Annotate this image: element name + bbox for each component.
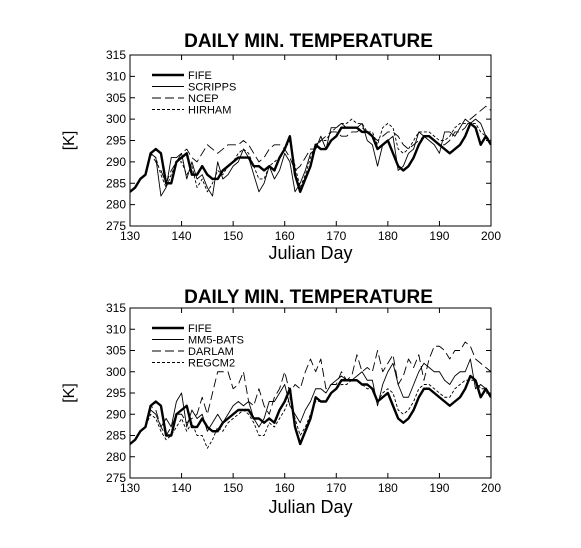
x-tick-label: 150 [223, 229, 243, 243]
y-tick-label: 315 [106, 301, 126, 315]
chart-2: DAILY MIN. TEMPERATURE 130 140 150 160 170 180… [61, 287, 501, 517]
series-line-scripps [130, 118, 491, 197]
y-tick-label: 280 [106, 198, 126, 212]
y-axis-label: [K] [61, 383, 78, 403]
x-tick-label: 130 [120, 481, 140, 495]
y-tick-label: 275 [106, 219, 126, 233]
series-line-mm5-bats [130, 358, 491, 445]
y-tick-label: 315 [106, 48, 126, 62]
y-tick-label: 305 [106, 344, 126, 358]
chart-title: DAILY MIN. TEMPERATURE [184, 287, 433, 308]
legend-label: NCEP [188, 93, 219, 105]
series-line-regcm2 [130, 379, 491, 449]
chart-1: DAILY MIN. TEMPERATURE 130 140 150 160 170 180… [61, 31, 501, 263]
x-tick-label: 200 [481, 481, 501, 495]
chart-title: DAILY MIN. TEMPERATURE [184, 31, 433, 52]
plot-frame [129, 307, 492, 479]
legend-label: FIFE [188, 70, 212, 82]
y-tick-label: 285 [106, 429, 126, 443]
legend-label: MM5-BATS [188, 335, 244, 347]
x-tick-label: 190 [429, 481, 449, 495]
series-line-hirham [130, 118, 491, 193]
x-tick-label: 170 [326, 229, 346, 243]
series-line-ncep [130, 105, 491, 193]
y-tick-label: 295 [106, 134, 126, 148]
legend-label: SCRIPPS [188, 82, 236, 94]
y-tick-label: 290 [106, 407, 126, 421]
plot-frame [129, 54, 492, 227]
legend-label: DARLAM [188, 346, 234, 358]
y-tick-label: 310 [106, 69, 126, 83]
y-tick-label: 300 [106, 365, 126, 379]
y-tick-label: 295 [106, 386, 126, 400]
series-line-darlam [130, 341, 491, 445]
x-axis-label: Julian Day [268, 243, 352, 263]
legend-label: REGCM2 [188, 358, 235, 370]
x-tick-label: 140 [172, 229, 192, 243]
x-tick-label: 180 [378, 481, 398, 495]
y-tick-label: 300 [106, 112, 126, 126]
x-tick-label: 160 [275, 229, 295, 243]
x-axis-label: Julian Day [268, 497, 352, 517]
legend-label: FIFE [188, 323, 212, 335]
y-tick-label: 290 [106, 155, 126, 169]
x-tick-label: 130 [120, 229, 140, 243]
x-tick-label: 200 [481, 229, 501, 243]
legend-label: HIRHAM [188, 105, 231, 117]
x-tick-label: 140 [172, 481, 192, 495]
y-axis-label: [K] [61, 131, 78, 151]
y-tick-label: 280 [106, 450, 126, 464]
y-tick-label: 305 [106, 91, 126, 105]
x-tick-label: 190 [429, 229, 449, 243]
x-tick-label: 160 [275, 481, 295, 495]
y-tick-label: 275 [106, 471, 126, 485]
y-tick-label: 285 [106, 176, 126, 190]
y-tick-label: 310 [106, 322, 126, 336]
x-tick-label: 180 [378, 229, 398, 243]
x-tick-label: 170 [326, 481, 346, 495]
x-tick-label: 150 [223, 481, 243, 495]
